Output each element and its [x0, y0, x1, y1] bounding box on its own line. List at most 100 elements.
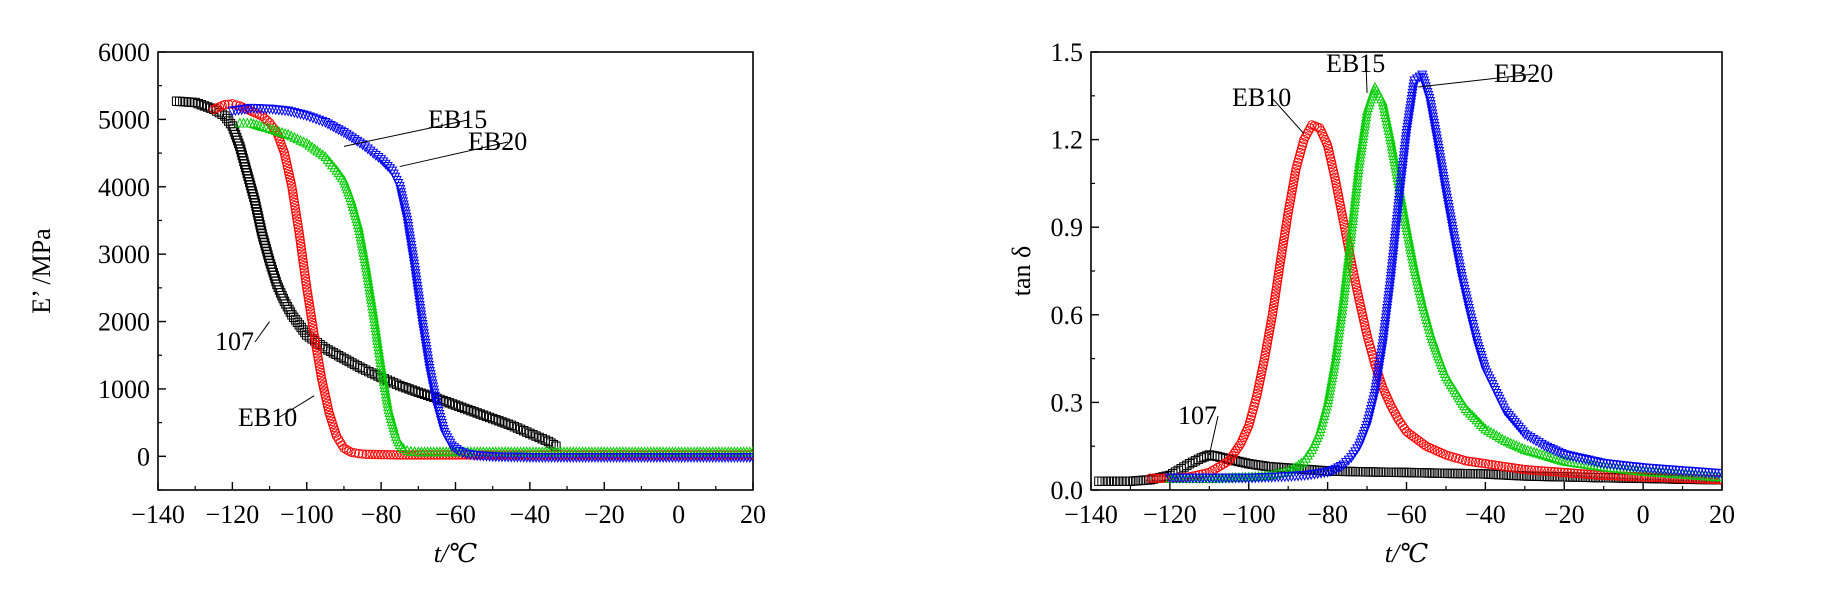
- data-point-EB15: [1345, 230, 1356, 241]
- data-point-EB10: [1419, 439, 1429, 450]
- data-point-EB20: [311, 114, 322, 125]
- data-point-107: [1116, 476, 1126, 486]
- data-point-107: [1094, 476, 1104, 486]
- data-point-EB10: [312, 345, 322, 356]
- data-point-EB20: [438, 425, 449, 436]
- data-point-EB10: [1218, 459, 1229, 469]
- data-point-EB10: [262, 115, 272, 126]
- data-point-EB10: [1286, 192, 1296, 202]
- data-point-107: [196, 100, 207, 110]
- data-point-EB10: [1566, 468, 1576, 478]
- data-point-EB10: [1480, 459, 1491, 469]
- data-point-EB20: [1592, 457, 1603, 468]
- data-point-EB10: [287, 182, 297, 192]
- data-point-107: [256, 226, 267, 236]
- data-point-EB20: [410, 269, 421, 280]
- data-point-EB20: [1446, 218, 1457, 229]
- data-point-EB15: [1325, 378, 1337, 389]
- data-point-107: [1447, 468, 1458, 479]
- data-point-107: [1103, 476, 1114, 486]
- data-point-EB20: [1443, 203, 1454, 214]
- data-point-107: [214, 107, 225, 118]
- data-point-EB20: [289, 108, 300, 119]
- data-point-EB20: [1444, 209, 1455, 220]
- data-point-EB15: [1423, 320, 1434, 331]
- data-point-EB20: [396, 188, 407, 199]
- x-tick-label: −60: [1386, 500, 1427, 529]
- data-point-EB20: [412, 285, 423, 296]
- y-axis-label: tan δ: [1007, 246, 1036, 297]
- data-point-EB10: [1325, 150, 1335, 160]
- data-point-EB10: [1582, 469, 1592, 479]
- x-tick-label: 0: [1637, 500, 1650, 529]
- data-point-107: [447, 399, 458, 409]
- data-point-EB20: [1466, 313, 1477, 324]
- data-point-EB10: [1359, 317, 1369, 328]
- data-point-107: [241, 165, 252, 175]
- x-tick-label: −20: [1544, 500, 1585, 529]
- data-point-EB20: [427, 379, 438, 390]
- data-point-107: [1372, 467, 1382, 477]
- data-point-107: [1477, 469, 1487, 479]
- data-point-EB20: [1458, 281, 1469, 292]
- data-point-107: [364, 366, 374, 377]
- data-point-EB10: [1409, 432, 1419, 442]
- data-point-EB10: [391, 450, 402, 460]
- data-point-107: [252, 204, 262, 215]
- data-point-107: [253, 210, 263, 221]
- data-point-EB20: [406, 240, 417, 251]
- data-point-EB20: [413, 294, 424, 305]
- data-point-EB20: [1449, 234, 1460, 245]
- data-point-EB20: [1417, 70, 1428, 81]
- data-point-EB15: [1516, 442, 1528, 453]
- x-tick-label: −40: [1465, 500, 1506, 529]
- data-point-EB10: [312, 349, 323, 359]
- data-point-EB15: [1348, 211, 1359, 222]
- data-point-EB20: [1574, 453, 1585, 464]
- x-axis-label: t/℃: [434, 539, 478, 568]
- data-point-EB20: [1442, 193, 1453, 204]
- data-point-EB15: [1348, 208, 1359, 219]
- data-point-EB20: [1463, 300, 1474, 311]
- data-point-EB10: [1556, 467, 1566, 477]
- series-107: [171, 96, 561, 451]
- data-point-107: [1122, 476, 1132, 486]
- data-point-EB10: [1546, 466, 1556, 477]
- data-point-EB10: [1539, 466, 1550, 476]
- data-point-EB15: [396, 440, 407, 451]
- data-point-107: [1497, 470, 1507, 480]
- data-point-EB10: [382, 450, 393, 460]
- data-point-EB20: [292, 108, 303, 119]
- data-point-EB20: [395, 185, 406, 196]
- data-point-107: [1411, 467, 1422, 478]
- data-point-EB15: [1346, 221, 1358, 232]
- data-point-EB10: [316, 370, 326, 381]
- data-point-EB20: [457, 448, 468, 459]
- data-point-EB20: [1456, 272, 1467, 283]
- data-point-EB20: [1466, 316, 1477, 327]
- data-point-EB20: [1433, 140, 1444, 151]
- data-point-EB10: [300, 273, 311, 284]
- data-point-EB20: [408, 256, 419, 267]
- data-point-EB10: [1335, 197, 1345, 208]
- data-point-EB15: [1528, 446, 1539, 457]
- data-point-EB10: [313, 352, 323, 362]
- data-point-107: [184, 97, 194, 107]
- data-point-EB15: [1417, 297, 1428, 308]
- data-point-EB10: [300, 270, 310, 280]
- data-point-EB10: [1254, 379, 1264, 389]
- data-point-EB10: [1416, 437, 1426, 448]
- data-point-107: [491, 414, 501, 425]
- data-point-EB10: [297, 248, 307, 258]
- data-point-107: [1480, 469, 1491, 479]
- data-point-107: [1119, 476, 1129, 486]
- data-point-EB10: [304, 295, 314, 306]
- data-point-EB10: [1356, 305, 1367, 315]
- data-point-EB20: [421, 345, 432, 356]
- data-point-EB10: [370, 449, 380, 460]
- data-point-EB10: [1322, 140, 1333, 151]
- data-point-EB10: [379, 449, 389, 460]
- data-point-EB10: [1258, 360, 1268, 370]
- data-point-EB20: [1432, 137, 1443, 148]
- data-point-EB10: [331, 431, 342, 441]
